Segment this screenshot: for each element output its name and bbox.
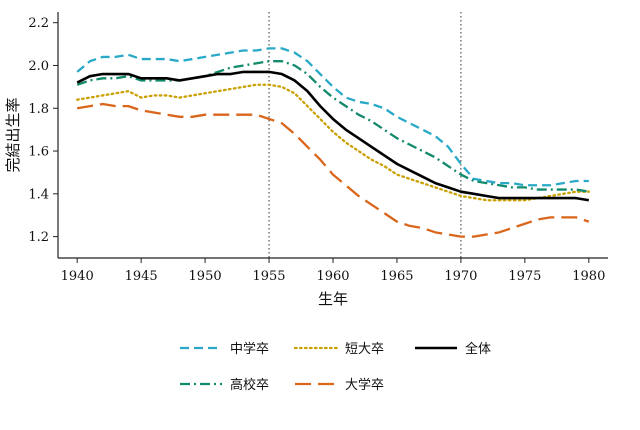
x-tick-label: 1955 [252, 269, 285, 284]
y-tick-label: 2.2 [28, 16, 49, 31]
x-tick-label: 1975 [508, 269, 541, 284]
series-line-1 [76, 83, 590, 202]
y-tick-label: 1.4 [28, 187, 49, 202]
series-line-3 [76, 60, 589, 193]
x-axis-title: 生年 [318, 290, 348, 308]
y-tick-label: 2.0 [28, 59, 49, 74]
y-tick-label: 1.8 [28, 102, 49, 117]
y-tick-label: 1.6 [28, 145, 49, 160]
series-line-4 [77, 102, 590, 238]
legend-label-1: 短大卒 [345, 342, 384, 357]
x-tick-label: 1970 [444, 269, 477, 284]
legend-label-3: 高校卒 [230, 377, 269, 393]
y-axis-title: 完結出生率 [4, 97, 22, 172]
x-tick-label: 1950 [189, 269, 222, 284]
series-line-0 [76, 47, 589, 187]
legend-label-4: 大学卒 [345, 377, 384, 393]
x-tick-label: 1960 [316, 269, 349, 284]
x-tick-label: 1940 [61, 269, 94, 284]
legend-label-2: 全体 [465, 341, 491, 357]
legend-label-0: 中学卒 [230, 341, 269, 357]
y-tick-label: 1.2 [28, 230, 49, 245]
series-line-2 [76, 70, 590, 202]
x-tick-label: 1980 [572, 269, 605, 284]
x-tick-label: 1965 [380, 269, 413, 284]
x-tick-label: 1945 [125, 269, 158, 284]
